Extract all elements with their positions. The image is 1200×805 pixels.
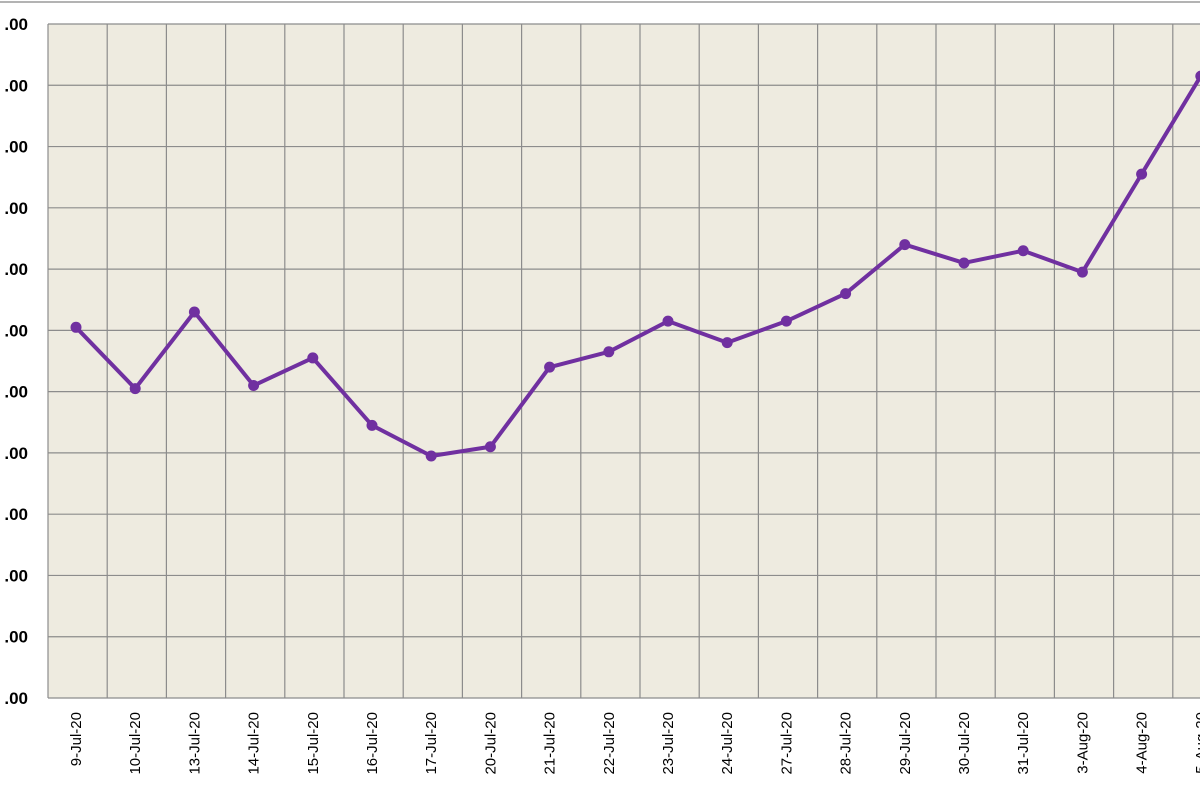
y-tick-label: .00 bbox=[4, 505, 28, 524]
x-tick-label: 17-Jul-20 bbox=[423, 712, 440, 775]
x-tick-label: 23-Jul-20 bbox=[660, 712, 677, 775]
data-point-marker bbox=[1018, 245, 1029, 256]
data-point-marker bbox=[899, 239, 910, 250]
data-point-marker bbox=[603, 346, 614, 357]
y-tick-label: .00 bbox=[4, 138, 28, 157]
data-point-marker bbox=[248, 380, 259, 391]
x-tick-label: 27-Jul-20 bbox=[778, 712, 795, 775]
x-tick-label: 14-Jul-20 bbox=[246, 712, 263, 775]
x-tick-label: 29-Jul-20 bbox=[897, 712, 914, 775]
x-tick-label: 15-Jul-20 bbox=[305, 712, 322, 775]
data-point-marker bbox=[485, 441, 496, 452]
x-tick-label: 21-Jul-20 bbox=[542, 712, 559, 775]
x-axis-tick-labels: 9-Jul-20 10-Jul-20 13-Jul-20 14-Jul-20 15-Ju… bbox=[68, 712, 1200, 775]
x-tick-label: 20-Jul-20 bbox=[482, 712, 499, 775]
plot-area bbox=[48, 24, 1200, 698]
y-tick-label: .00 bbox=[4, 15, 28, 34]
data-point-marker bbox=[367, 420, 378, 431]
x-tick-label: 22-Jul-20 bbox=[601, 712, 618, 775]
x-tick-label: 30-Jul-20 bbox=[956, 712, 973, 775]
data-point-marker bbox=[781, 316, 792, 327]
data-point-marker bbox=[722, 337, 733, 348]
x-tick-label: 28-Jul-20 bbox=[838, 712, 855, 775]
data-point-marker bbox=[71, 322, 82, 333]
x-tick-label: 16-Jul-20 bbox=[364, 712, 381, 775]
data-point-marker bbox=[840, 288, 851, 299]
data-point-marker bbox=[544, 362, 555, 373]
x-tick-label: 9-Jul-20 bbox=[68, 712, 85, 766]
y-tick-label: .00 bbox=[4, 689, 28, 708]
data-point-marker bbox=[1136, 169, 1147, 180]
x-tick-label: 13-Jul-20 bbox=[186, 712, 203, 775]
y-tick-label: .00 bbox=[4, 566, 28, 585]
data-point-marker bbox=[426, 450, 437, 461]
data-point-marker bbox=[1077, 267, 1088, 278]
data-point-marker bbox=[130, 383, 141, 394]
data-point-marker bbox=[959, 257, 970, 268]
x-tick-label: 3-Aug-20 bbox=[1074, 712, 1091, 774]
y-tick-label: .00 bbox=[4, 199, 28, 218]
x-tick-label: 31-Jul-20 bbox=[1015, 712, 1032, 775]
data-point-marker bbox=[189, 306, 200, 317]
y-axis-tick-labels: .00 .00 .00 .00 .00 .00 .00 .00 .00 .00 .00 .00 bbox=[4, 15, 28, 708]
x-tick-label: 5-Aug-20 bbox=[1193, 712, 1200, 774]
y-tick-label: .00 bbox=[4, 76, 28, 95]
x-tick-label: 4-Aug-20 bbox=[1134, 712, 1151, 774]
data-point-marker bbox=[663, 316, 674, 327]
x-tick-label: 10-Jul-20 bbox=[127, 712, 144, 775]
y-tick-label: .00 bbox=[4, 383, 28, 402]
data-point-marker bbox=[307, 352, 318, 363]
y-tick-label: .00 bbox=[4, 321, 28, 340]
y-tick-label: .00 bbox=[4, 260, 28, 279]
y-tick-label: .00 bbox=[4, 444, 28, 463]
x-tick-label: 24-Jul-20 bbox=[719, 712, 736, 775]
y-tick-label: .00 bbox=[4, 628, 28, 647]
